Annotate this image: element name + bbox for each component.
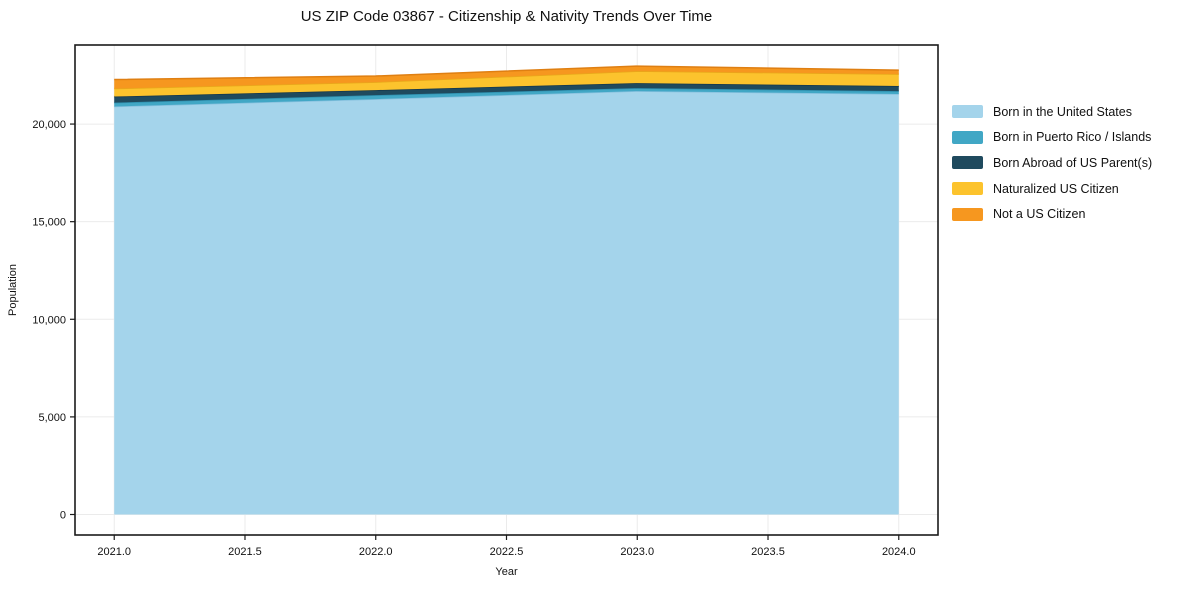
legend-swatch-naturalized bbox=[952, 182, 983, 196]
y-tick-label: 10,000 bbox=[32, 314, 66, 326]
legend-swatch-born-in-puerto-rico bbox=[952, 130, 983, 144]
legend-item: Born Abroad of US Parent(s) bbox=[952, 150, 1152, 176]
chart-title: US ZIP Code 03867 - Citizenship & Nativi… bbox=[300, 8, 713, 25]
y-tick-label: 0 bbox=[60, 510, 66, 522]
y-tick-label: 20,000 bbox=[32, 119, 66, 131]
x-tick-label: 2023.5 bbox=[751, 546, 785, 558]
legend-swatch-born-in-us bbox=[952, 105, 983, 119]
x-axis-label: Year bbox=[495, 566, 518, 578]
x-tick-label: 2021.0 bbox=[97, 546, 131, 558]
x-tick-label: 2022.0 bbox=[359, 546, 393, 558]
area-band-edge bbox=[114, 65, 899, 81]
legend-item: Naturalized US Citizen bbox=[952, 176, 1152, 202]
legend: Born in the United States Born in Puerto… bbox=[952, 99, 1152, 227]
x-tick-label: 2022.5 bbox=[490, 546, 524, 558]
x-tick-label: 2024.0 bbox=[882, 546, 916, 558]
legend-item: Not a US Citizen bbox=[952, 201, 1152, 227]
legend-label: Born in the United States bbox=[993, 104, 1132, 119]
area-band bbox=[114, 71, 899, 97]
area-band bbox=[114, 91, 899, 515]
x-tick-label: 2021.5 bbox=[228, 546, 262, 558]
legend-swatch-not-citizen bbox=[952, 207, 983, 221]
legend-swatch-born-abroad bbox=[952, 156, 983, 170]
legend-item: Born in Puerto Rico / Islands bbox=[952, 125, 1152, 151]
legend-label: Born in Puerto Rico / Islands bbox=[993, 130, 1152, 145]
y-tick-label: 5,000 bbox=[38, 412, 66, 424]
x-tick-label: 2023.0 bbox=[620, 546, 654, 558]
area-band bbox=[114, 66, 899, 89]
legend-label: Not a US Citizen bbox=[993, 207, 1086, 222]
legend-label: Born Abroad of US Parent(s) bbox=[993, 155, 1153, 170]
legend-item: Born in the United States bbox=[952, 99, 1152, 125]
y-tick-label: 15,000 bbox=[32, 217, 66, 229]
legend-label: Naturalized US Citizen bbox=[993, 181, 1119, 196]
area-band bbox=[114, 83, 899, 103]
